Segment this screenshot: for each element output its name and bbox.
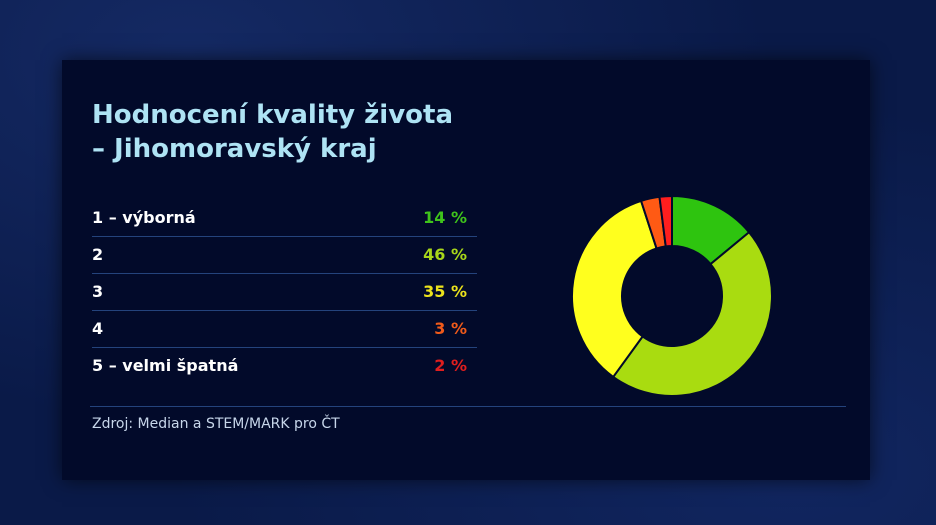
legend-row: 3 35 % — [92, 274, 477, 311]
legend-label: 5 – velmi špatná — [92, 356, 239, 375]
title-line-2: – Jihomoravský kraj — [92, 134, 377, 164]
legend-value: 2 % — [434, 356, 467, 375]
legend-value: 14 % — [423, 208, 467, 227]
legend-value: 35 % — [423, 282, 467, 301]
legend-label: 3 — [92, 282, 104, 301]
legend-row: 2 46 % — [92, 237, 477, 274]
chart-panel: Hodnocení kvality života – Jihomoravský … — [62, 60, 870, 480]
legend-row: 5 – velmi špatná 2 % — [92, 348, 477, 384]
legend-row: 4 3 % — [92, 311, 477, 348]
legend-value: 3 % — [434, 319, 467, 338]
donut-slice-2 — [611, 230, 773, 397]
title-line-1: Hodnocení kvality života — [92, 100, 453, 130]
legend-value: 46 % — [423, 245, 467, 264]
legend-label: 1 – výborná — [92, 208, 196, 227]
legend-label: 4 — [92, 319, 104, 338]
donut-slice-3 — [571, 199, 658, 379]
donut-slice-5 — [658, 194, 673, 248]
legend-row: 1 – výborná 14 % — [92, 200, 477, 237]
legend-label: 2 — [92, 245, 104, 264]
legend-table: 1 – výborná 14 % 2 46 % 3 35 % 4 3 % 5 –… — [92, 200, 477, 384]
divider — [90, 406, 846, 407]
chart-title: Hodnocení kvality života – Jihomoravský … — [92, 98, 453, 166]
donut-chart — [571, 194, 773, 397]
source-note: Zdroj: Median a STEM/MARK pro ČT — [92, 416, 340, 432]
